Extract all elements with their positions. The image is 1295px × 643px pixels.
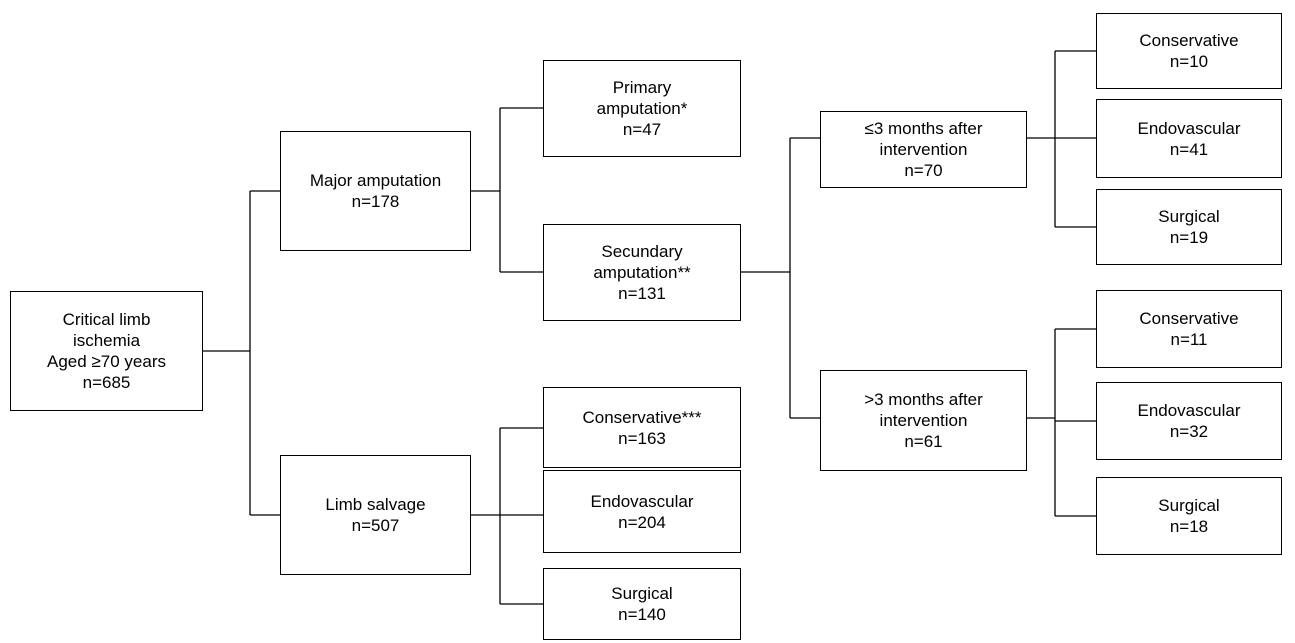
node-box: Endovascular n=41 [1096, 99, 1282, 178]
node-box: ≤3 months after intervention n=70 [820, 111, 1027, 188]
node-text: n=32 [1169, 422, 1209, 441]
node-text: n=140 [618, 605, 666, 624]
node-text: n=163 [618, 428, 666, 448]
node-text: n=41 [1169, 139, 1209, 159]
node-text: n=204 [618, 512, 666, 532]
node-text: Conservative [1139, 309, 1239, 328]
node-box: Surgical n=19 [1096, 189, 1282, 265]
node-text: Surgical [611, 584, 673, 603]
node-text: Surgical [1158, 207, 1220, 226]
node-box: Endovascular n=32 [1096, 382, 1282, 460]
node-text: n=10 [1169, 52, 1209, 71]
connector-lines [203, 50, 1096, 605]
node-text: Limb salvage [325, 495, 426, 514]
node-box: Conservative n=11 [1096, 290, 1282, 368]
node-box: Conservative*** n=163 [543, 387, 741, 468]
node-box: Primary amputation* n=47 [543, 60, 741, 157]
node-text: n=11 [1170, 330, 1208, 349]
node-box: Critical limb ischemia Aged ≥70 years n=685 [10, 291, 203, 411]
node-box: Limb salvage n=507 [280, 455, 471, 575]
node-text: n=70 [904, 161, 943, 180]
node-text: n=18 [1169, 517, 1209, 536]
node-text: amputation* [596, 99, 688, 118]
node-text: n=178 [351, 192, 400, 211]
node-text: Primary [612, 78, 672, 97]
node-text: n=507 [351, 516, 400, 535]
node-text: ischemia [72, 331, 141, 350]
node-text: n=685 [82, 373, 131, 392]
node-box: >3 months after intervention n=61 [820, 370, 1027, 471]
node-box: Endovascular n=204 [543, 470, 741, 553]
node-text: Critical limb [62, 310, 151, 329]
node-text: intervention [879, 411, 968, 430]
node-text: n=61 [904, 432, 943, 451]
node-text: Conservative*** [582, 407, 702, 427]
node-text: Major amputation [309, 171, 442, 190]
node-text: >3 months after [864, 390, 983, 409]
node-text: Secundary [601, 242, 683, 261]
node-text: n=131 [618, 284, 666, 303]
node-text: Surgical [1158, 496, 1220, 515]
node-text: Endovascular [590, 491, 694, 511]
node-text: n=19 [1169, 228, 1209, 247]
node-box: Major amputation n=178 [280, 131, 471, 251]
node-box: Surgical n=140 [543, 568, 741, 640]
node-text: ≤3 months after [864, 119, 983, 138]
node-text: Endovascular [1137, 401, 1241, 420]
node-text: amputation** [593, 263, 691, 282]
node-box: Surgical n=18 [1096, 477, 1282, 555]
node-text: intervention [879, 140, 968, 159]
node-box: Secundary amputation** n=131 [543, 224, 741, 321]
node-text: n=47 [622, 120, 662, 139]
node-box: Conservative n=10 [1096, 13, 1282, 89]
node-text: Conservative [1139, 31, 1239, 50]
node-text: Aged ≥70 years [47, 352, 166, 371]
node-text: Endovascular [1137, 118, 1241, 138]
